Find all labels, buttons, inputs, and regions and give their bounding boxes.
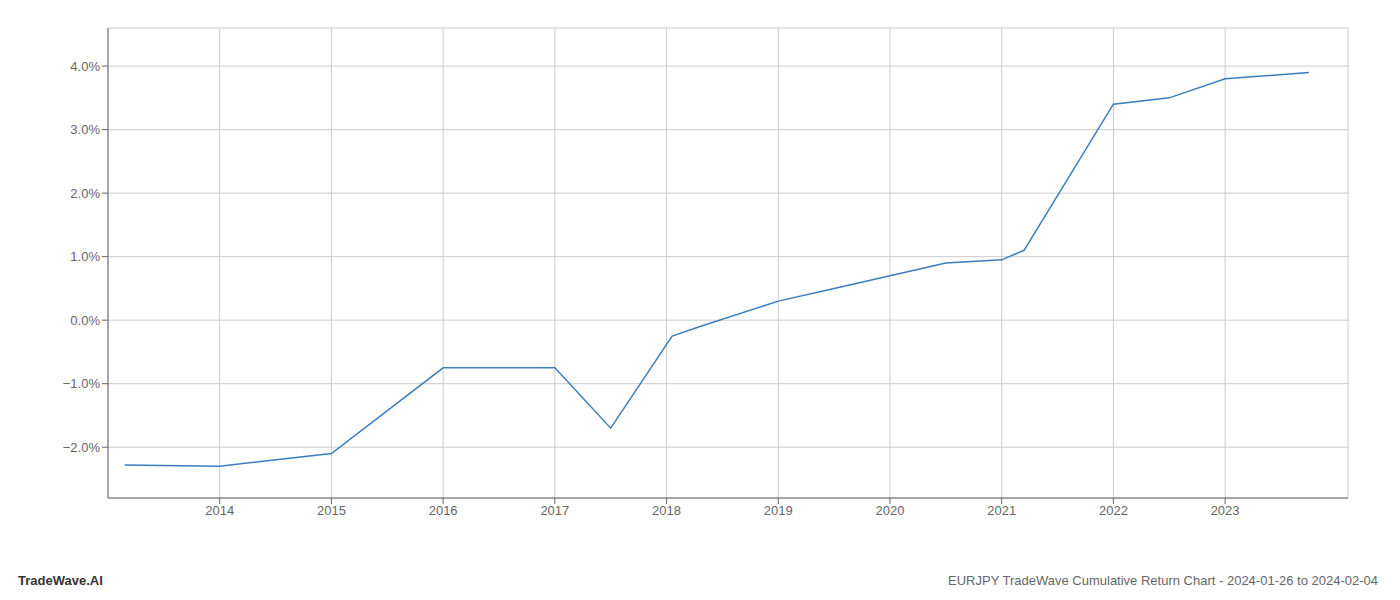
svg-text:2016: 2016 <box>429 503 458 518</box>
svg-text:2018: 2018 <box>652 503 681 518</box>
svg-text:2014: 2014 <box>205 503 234 518</box>
html-text:TradeWave.AI: TradeWave.AI <box>18 573 103 588</box>
svg-text:−1.0%: −1.0% <box>63 376 101 391</box>
svg-text:2021: 2021 <box>987 503 1016 518</box>
svg-text:2015: 2015 <box>317 503 346 518</box>
svg-text:2023: 2023 <box>1211 503 1240 518</box>
svg-text:2020: 2020 <box>876 503 905 518</box>
svg-text:2.0%: 2.0% <box>70 186 100 201</box>
svg-text:3.0%: 3.0% <box>70 122 100 137</box>
html-text:EURJPY TradeWave Cumulative Re: EURJPY TradeWave Cumulative Return Chart… <box>948 573 1378 588</box>
svg-text:2017: 2017 <box>540 503 569 518</box>
svg-text:2022: 2022 <box>1099 503 1128 518</box>
svg-text:1.0%: 1.0% <box>70 249 100 264</box>
svg-text:2019: 2019 <box>764 503 793 518</box>
svg-text:0.0%: 0.0% <box>70 313 100 328</box>
svg-text:−2.0%: −2.0% <box>63 440 101 455</box>
svg-text:4.0%: 4.0% <box>70 59 100 74</box>
